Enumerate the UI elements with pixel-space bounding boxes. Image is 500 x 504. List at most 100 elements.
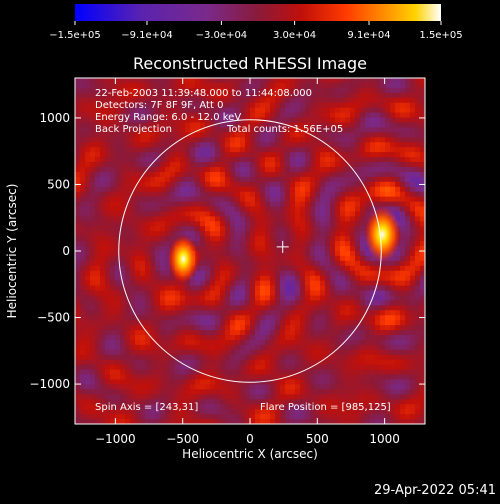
heatmap-cell [130, 147, 136, 153]
heatmap-cell [80, 414, 86, 420]
heatmap-cell [145, 241, 151, 247]
heatmap-cell [315, 310, 321, 316]
heatmap-cell [180, 196, 186, 203]
heatmap-cell [355, 315, 361, 321]
heatmap-cell [325, 78, 331, 84]
heatmap-cell [90, 211, 96, 217]
heatmap-cell [185, 394, 191, 400]
heatmap-cell [155, 409, 161, 415]
heatmap-cell [160, 166, 166, 173]
heatmap-cell [385, 97, 391, 104]
heatmap-cell [215, 216, 221, 222]
heatmap-cell [95, 152, 101, 158]
heatmap-cell [245, 92, 251, 99]
heatmap-cell [165, 384, 171, 390]
heatmap-cell [120, 162, 126, 168]
heatmap-cell [365, 171, 371, 178]
heatmap-cell [350, 221, 356, 227]
heatmap-cell [195, 369, 201, 376]
heatmap-cell [215, 231, 221, 237]
heatmap-cell [370, 394, 376, 400]
heatmap-cell [220, 216, 226, 222]
heatmap-cell [335, 349, 341, 356]
heatmap-cell [95, 354, 101, 361]
heatmap-cell [365, 152, 371, 158]
heatmap-cell [410, 92, 416, 99]
heatmap-cell [410, 102, 416, 109]
heatmap-cell [150, 290, 156, 297]
heatmap-cell [230, 171, 236, 178]
heatmap-cell [245, 339, 251, 346]
heatmap-cell [395, 82, 401, 89]
heatmap-cell [295, 325, 301, 331]
heatmap-cell [195, 374, 201, 381]
heatmap-cell [265, 162, 271, 168]
heatmap-cell [310, 181, 316, 188]
heatmap-cell [210, 354, 216, 361]
heatmap-cell [325, 152, 331, 158]
heatmap-cell [185, 290, 191, 297]
heatmap-cell [105, 305, 111, 311]
heatmap-cell [160, 201, 166, 208]
heatmap-cell [305, 241, 311, 247]
heatmap-cell [205, 399, 211, 405]
heatmap-cell [180, 112, 186, 119]
heatmap-cell [160, 186, 166, 193]
heatmap-cell [115, 265, 121, 272]
heatmap-cell [350, 379, 356, 386]
heatmap-cell [290, 315, 296, 321]
heatmap-cell [145, 122, 151, 129]
heatmap-cell [80, 97, 86, 104]
heatmap-cell [110, 379, 116, 386]
heatmap-cell [80, 404, 86, 410]
heatmap-cell [295, 315, 301, 321]
heatmap-cell [275, 127, 281, 133]
heatmap-cell [375, 137, 381, 143]
heatmap-cell [255, 325, 261, 331]
heatmap-cell [180, 117, 186, 124]
heatmap-cell [295, 394, 301, 400]
heatmap-cell [360, 97, 366, 104]
heatmap-cell [160, 92, 166, 99]
heatmap-cell [210, 142, 216, 148]
heatmap-cell [160, 339, 166, 346]
heatmap-cell [270, 147, 276, 153]
heatmap-cell [140, 231, 146, 237]
heatmap-cell [245, 231, 251, 237]
heatmap-cell [270, 285, 276, 292]
heatmap-cell [305, 389, 311, 395]
heatmap-cell [390, 255, 396, 262]
heatmap-cell [285, 231, 291, 237]
heatmap-cell [400, 186, 406, 193]
heatmap-cell [380, 369, 386, 376]
heatmap-cell [325, 92, 331, 99]
heatmap-cell [405, 246, 411, 252]
heatmap-cell [350, 102, 356, 109]
heatmap-cell [405, 339, 411, 346]
heatmap-cell [190, 315, 196, 321]
heatmap-cell [405, 186, 411, 193]
heatmap-cell [370, 78, 376, 84]
heatmap-cell [95, 409, 101, 415]
heatmap-cell [375, 310, 381, 316]
heatmap-cell [360, 344, 366, 351]
heatmap-cell [420, 157, 425, 163]
heatmap-cell [95, 216, 101, 222]
heatmap-cell [365, 191, 371, 198]
heatmap-cell [370, 260, 376, 267]
heatmap-cell [290, 305, 296, 311]
heatmap-cell [135, 320, 141, 326]
heatmap-cell [310, 285, 316, 292]
heatmap-cell [80, 379, 86, 386]
heatmap-cell [325, 295, 331, 302]
heatmap-cell [115, 152, 121, 158]
heatmap-cell [315, 265, 321, 272]
heatmap-cell [375, 191, 381, 198]
heatmap-cell [400, 216, 406, 222]
heatmap-cell [150, 117, 156, 124]
heatmap-cell [120, 191, 126, 198]
heatmap-cell [290, 176, 296, 183]
heatmap-cell [210, 241, 216, 247]
heatmap-cell [195, 265, 201, 272]
heatmap-cell [415, 117, 421, 124]
